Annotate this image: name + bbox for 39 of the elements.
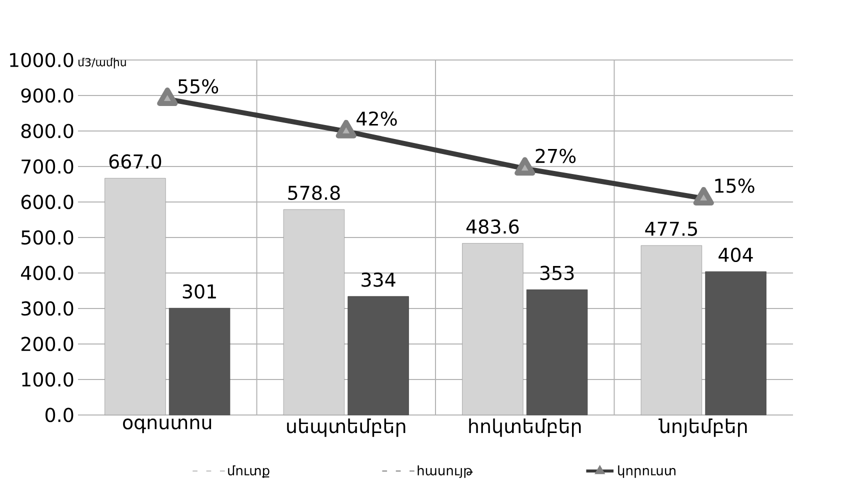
x-tick-label: նոյեմբեր [658,418,747,437]
legend-label: մուտք [228,465,270,478]
data-label: 55% [178,79,218,94]
bar [526,289,588,416]
y-tick-label: 400.0 [21,266,74,280]
data-label: 42% [356,111,397,126]
y-tick-label: 500.0 [22,230,74,245]
y-tick-label: 700.0 [22,159,74,174]
data-label: 578.8 [288,186,340,200]
y-tick-label: 800.0 [21,124,74,138]
bar [348,296,409,416]
y-axis-title: մ3/ամիս [78,58,126,68]
data-label: 483.6 [466,219,519,234]
y-tick-label: 600.0 [21,194,74,210]
data-label: 667.0 [109,154,162,169]
bar [168,308,230,416]
bar [283,209,345,416]
bar [462,243,524,416]
x-tick-label: օգոստոս [123,418,212,434]
data-label: 404 [718,248,753,262]
y-tick-label: 1000.0 [10,52,74,68]
y-tick-label: 100.0 [22,372,74,387]
y-tick-label: 900.0 [21,88,74,103]
y-tick-label: 300.0 [22,301,74,316]
bar [104,178,166,416]
y-tick-label: 200.0 [21,336,74,352]
data-label: 15% [715,178,754,193]
data-label: 301 [182,284,216,299]
legend-label: հասույթ [418,465,473,478]
data-label: 27% [536,148,576,164]
data-label: 477.5 [645,222,697,236]
data-label: 353 [540,266,574,280]
x-tick-label: սեպտեմբեր [287,418,406,437]
y-tick-label: 0.0 [46,408,74,422]
legend-label: կորուստ [618,465,676,478]
bar [705,271,766,416]
x-tick-label: հոկտեմբեր [469,418,581,437]
data-label: 334 [362,272,396,287]
bar [640,245,702,416]
